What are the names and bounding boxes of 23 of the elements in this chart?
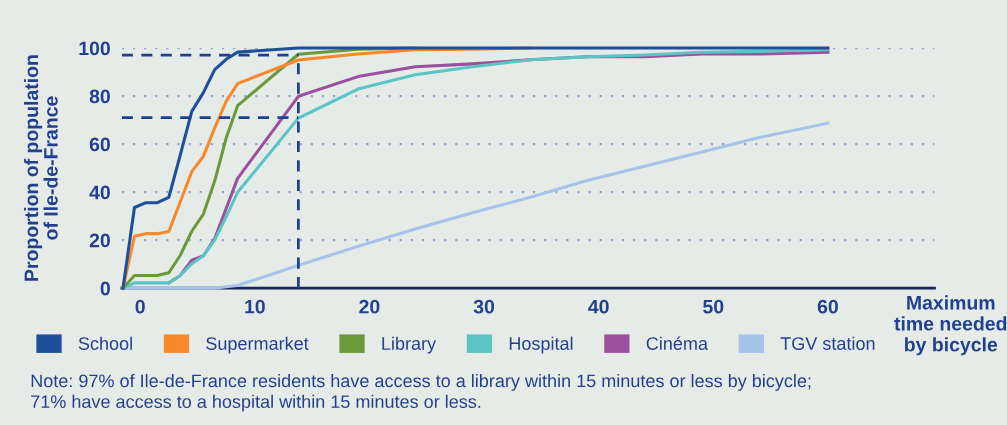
- x-tick-label: 40: [588, 299, 609, 314]
- x-tick-label: 30: [473, 299, 495, 314]
- legend-label: Cinéma: [646, 336, 708, 350]
- x-axis-title: Maximum time needed by bicycle: [894, 295, 1007, 356]
- y-tick-label: 0: [100, 281, 110, 296]
- x-tick-label: 60: [817, 299, 838, 314]
- y-tick-label: 80: [89, 89, 110, 104]
- y-tick-label: 40: [89, 185, 110, 200]
- x-tick-label: 0: [135, 299, 145, 314]
- legend-label: School: [78, 336, 132, 350]
- y-tick-label: 60: [89, 137, 110, 152]
- text: Note: 97% of Ile-de-France residents have access to a library within 15 minutes or less by bicycle; 71% have access to a hospital within 15 minutes or less.: [31, 374, 811, 412]
- y-tick-label: 100: [79, 41, 110, 56]
- legend-label: Supermarket: [206, 336, 309, 354]
- y-axis-title: Proportion of population of Ile-de-France: [23, 55, 58, 281]
- x-tick-label: 20: [359, 299, 380, 314]
- x-tick-label: 50: [703, 299, 724, 314]
- x-tick-label: 10: [245, 299, 265, 314]
- legend-label: Library: [382, 336, 437, 354]
- legend-label: TGV station: [780, 336, 875, 350]
- line-series: [121, 121, 830, 290]
- y-tick-label: 20: [89, 233, 110, 248]
- legend-label: Hospital: [509, 336, 573, 354]
